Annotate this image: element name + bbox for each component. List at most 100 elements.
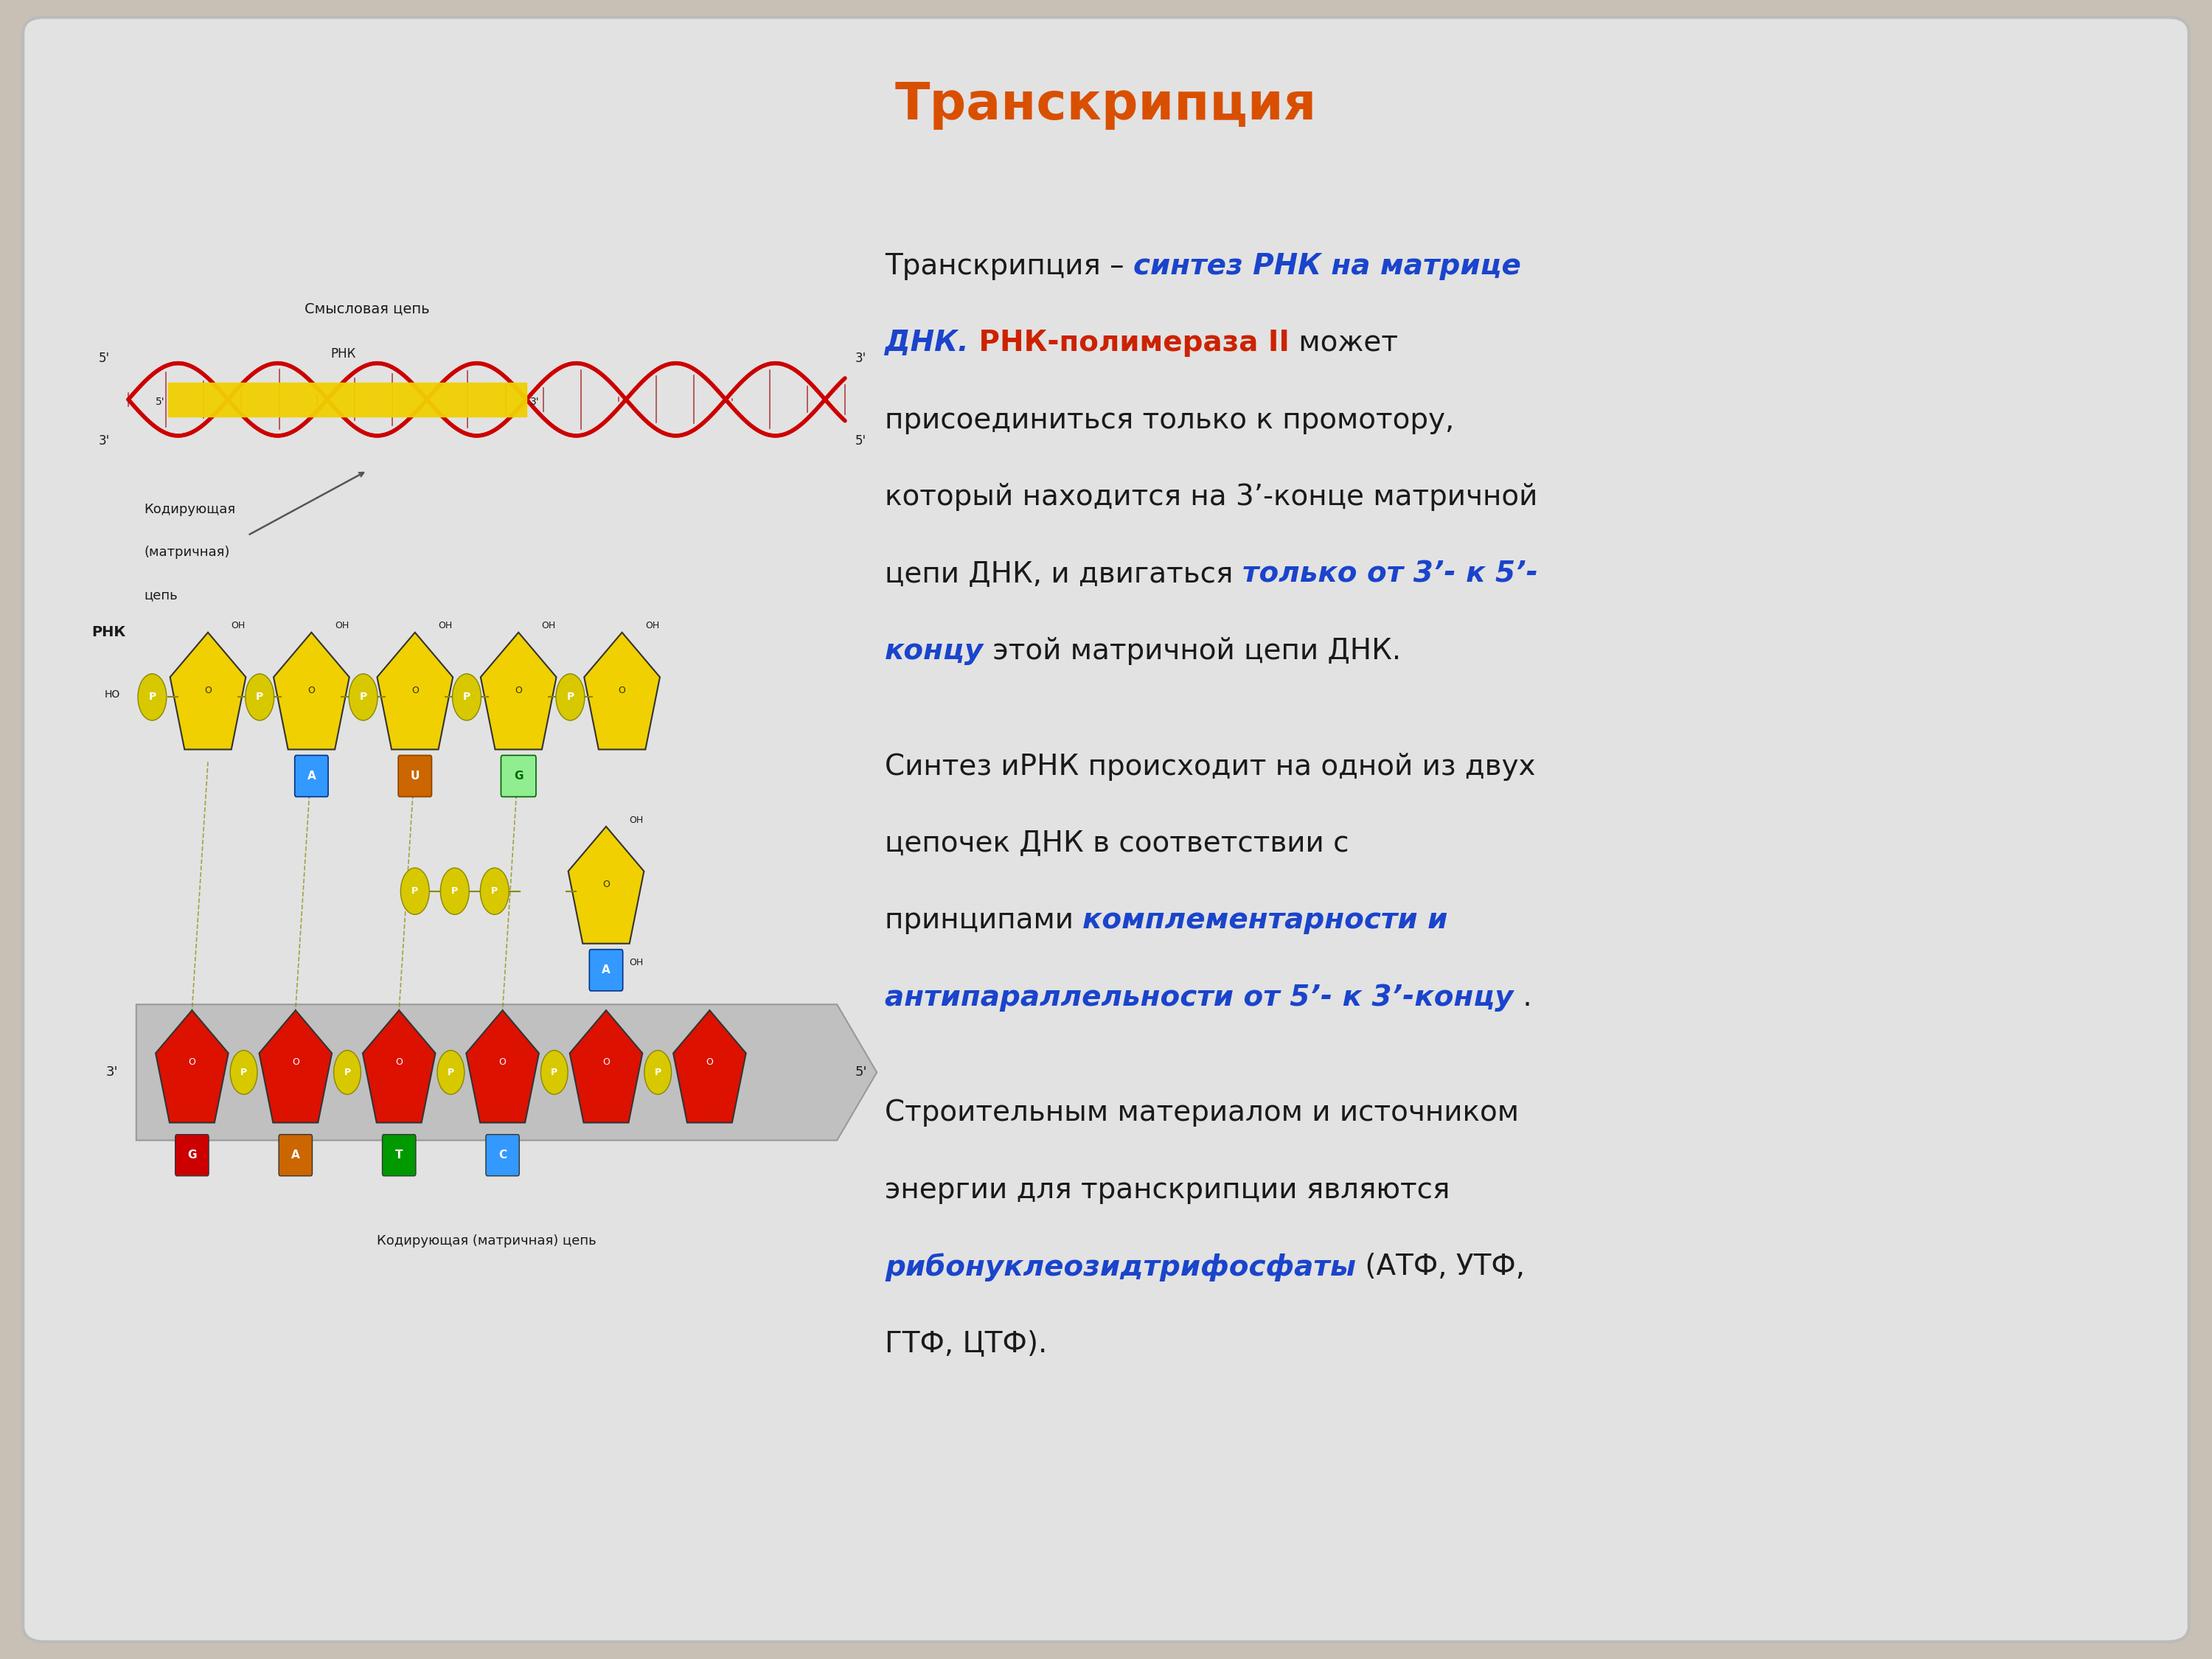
Polygon shape: [672, 1010, 745, 1123]
Text: OH: OH: [438, 620, 451, 630]
Text: OH: OH: [542, 620, 555, 630]
Text: РНК-полимераза II: РНК-полимераза II: [969, 328, 1290, 357]
Polygon shape: [170, 632, 246, 750]
Text: 3': 3': [100, 435, 111, 448]
Text: G: G: [513, 770, 522, 781]
Circle shape: [230, 1050, 257, 1095]
FancyBboxPatch shape: [279, 1135, 312, 1176]
Text: синтез РНК на матрице: синтез РНК на матрице: [1133, 252, 1522, 280]
Text: принципами: принципами: [885, 906, 1082, 934]
Text: O: O: [396, 1057, 403, 1067]
Text: Кодирующая: Кодирующая: [144, 503, 237, 516]
Polygon shape: [568, 826, 644, 944]
Text: Синтез иРНК происходит на одной из двух: Синтез иРНК происходит на одной из двух: [885, 753, 1535, 780]
Circle shape: [137, 674, 166, 720]
Text: O: O: [706, 1057, 712, 1067]
Text: P: P: [148, 692, 157, 702]
Text: 5': 5': [155, 397, 166, 406]
Text: может: может: [1290, 328, 1398, 357]
FancyArrow shape: [137, 1004, 876, 1140]
Text: O: O: [602, 879, 611, 889]
Circle shape: [334, 1050, 361, 1095]
Text: РНК: РНК: [91, 625, 126, 639]
Circle shape: [644, 1050, 672, 1095]
Text: 5': 5': [100, 352, 111, 365]
Text: T: T: [396, 1150, 403, 1161]
Text: энергии для транскрипции являются: энергии для транскрипции являются: [885, 1176, 1449, 1204]
Text: OH: OH: [230, 620, 246, 630]
Text: присоединиться только к промотору,: присоединиться только к промотору,: [885, 406, 1453, 435]
Text: O: O: [515, 685, 522, 695]
Text: O: O: [500, 1057, 507, 1067]
Text: P: P: [491, 886, 498, 896]
Text: 3': 3': [106, 1065, 119, 1078]
Circle shape: [540, 1050, 568, 1095]
Text: O: O: [307, 685, 314, 695]
Text: P: P: [451, 886, 458, 896]
Circle shape: [480, 868, 509, 914]
Polygon shape: [155, 1010, 228, 1123]
Text: O: O: [602, 1057, 611, 1067]
Circle shape: [440, 868, 469, 914]
Text: комплементарности и: комплементарности и: [1082, 906, 1449, 934]
Text: Транскрипция: Транскрипция: [896, 80, 1316, 129]
Text: который находится на 3’-конце матричной: который находится на 3’-конце матричной: [885, 483, 1537, 511]
Circle shape: [555, 674, 584, 720]
Text: O: O: [188, 1057, 195, 1067]
Text: O: O: [292, 1057, 299, 1067]
Text: P: P: [257, 692, 263, 702]
Text: (АТФ, УТФ,: (АТФ, УТФ,: [1356, 1253, 1524, 1281]
Text: U: U: [411, 770, 420, 781]
FancyBboxPatch shape: [175, 1135, 208, 1176]
Text: P: P: [241, 1068, 248, 1077]
Text: антипараллельности от 5’- к 3’-концу: антипараллельности от 5’- к 3’-концу: [885, 984, 1513, 1012]
FancyBboxPatch shape: [294, 755, 327, 796]
Circle shape: [349, 674, 378, 720]
Polygon shape: [480, 632, 557, 750]
Polygon shape: [571, 1010, 641, 1123]
Circle shape: [246, 674, 274, 720]
Text: Кодирующая (матричная) цепь: Кодирующая (матричная) цепь: [376, 1234, 597, 1248]
Circle shape: [400, 868, 429, 914]
Text: 3': 3': [529, 397, 540, 406]
Polygon shape: [376, 632, 453, 750]
Text: OH: OH: [646, 620, 659, 630]
Text: РНК: РНК: [330, 347, 356, 360]
Text: концу: концу: [885, 637, 984, 665]
Circle shape: [453, 674, 480, 720]
Text: A: A: [292, 1150, 301, 1161]
Text: O: O: [411, 685, 418, 695]
Text: Транскрипция –: Транскрипция –: [885, 252, 1133, 280]
Text: только от 3’- к 5’-: только от 3’- к 5’-: [1243, 561, 1537, 587]
Text: HO: HO: [104, 690, 119, 700]
Circle shape: [438, 1050, 465, 1095]
Text: A: A: [307, 770, 316, 781]
Text: цепочек ДНК в соответствии с: цепочек ДНК в соответствии с: [885, 830, 1349, 858]
Text: P: P: [447, 1068, 453, 1077]
Text: P: P: [343, 1068, 352, 1077]
Text: Смысловая цепь: Смысловая цепь: [305, 302, 429, 315]
Text: 3': 3': [856, 352, 867, 365]
Text: (матричная): (матричная): [144, 546, 230, 559]
Polygon shape: [584, 632, 659, 750]
FancyBboxPatch shape: [588, 949, 624, 990]
Text: OH: OH: [628, 957, 644, 967]
Text: P: P: [551, 1068, 557, 1077]
Text: цепи ДНК, и двигаться: цепи ДНК, и двигаться: [885, 561, 1243, 587]
Text: 5': 5': [854, 1065, 867, 1078]
Polygon shape: [363, 1010, 436, 1123]
Polygon shape: [274, 632, 349, 750]
FancyBboxPatch shape: [487, 1135, 520, 1176]
Text: рибонуклеозидтрифосфаты: рибонуклеозидтрифосфаты: [885, 1253, 1356, 1281]
Polygon shape: [467, 1010, 540, 1123]
FancyBboxPatch shape: [22, 17, 2190, 1642]
FancyBboxPatch shape: [500, 755, 535, 796]
Text: C: C: [498, 1150, 507, 1161]
Text: ДНК.: ДНК.: [885, 328, 969, 357]
Text: A: A: [602, 964, 611, 975]
Text: P: P: [411, 886, 418, 896]
Text: P: P: [358, 692, 367, 702]
Text: цепь: цепь: [144, 589, 177, 602]
Text: G: G: [188, 1150, 197, 1161]
Polygon shape: [259, 1010, 332, 1123]
